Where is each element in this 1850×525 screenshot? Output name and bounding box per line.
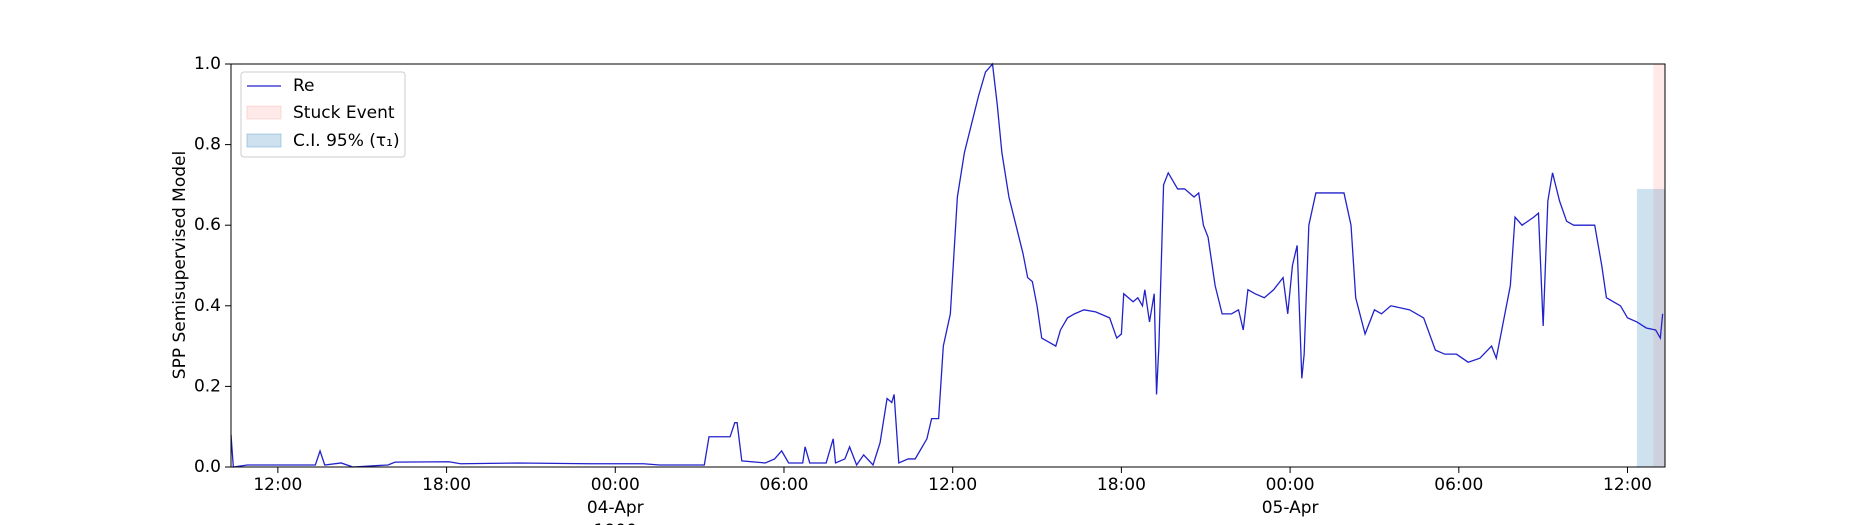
legend-swatch (246, 133, 282, 148)
x-tick-label: 06:00 (759, 475, 808, 495)
span (1636, 188, 1665, 467)
x-tick-label: 12:00 (928, 475, 977, 495)
plot-frame (230, 63, 1666, 468)
y-tick-label: 0.4 (194, 296, 221, 316)
x-tick-label: 12:00 (253, 475, 302, 495)
legend: Re Stuck Event C.I. 95% (τ₁) (240, 71, 406, 158)
y-axis-label: SPP Semisupervised Model (170, 151, 190, 379)
y-tick-label: 0.8 (194, 135, 221, 155)
legend-label: C.I. 95% (τ₁) (293, 131, 400, 151)
y-tick-label: 0.6 (194, 215, 221, 235)
span (1653, 64, 1665, 467)
x-tick-label: 04-Apr (587, 498, 644, 518)
y-tick-label: 0.2 (194, 376, 221, 396)
x-tick-label: 12:00 (1603, 475, 1652, 495)
x-tick-label: 05-Apr (1262, 498, 1319, 518)
x-tick-label: 00:00 (1266, 475, 1315, 495)
legend-label: Re (293, 76, 315, 96)
y-tick-label: 0.0 (194, 457, 221, 477)
legend-box (240, 71, 406, 158)
legend-swatch (246, 105, 282, 120)
x-tick-label: 18:00 (1097, 475, 1146, 495)
x-tick-label: 00:00 (591, 475, 640, 495)
legend-label: Stuck Event (293, 103, 395, 123)
y-tick-label: 1.0 (194, 54, 221, 74)
x-tick-label: 18:00 (422, 475, 471, 495)
data-line (230, 62, 1664, 468)
x-tick-label: 06:00 (1434, 475, 1483, 495)
x-tick-label: 1900 (594, 521, 637, 525)
